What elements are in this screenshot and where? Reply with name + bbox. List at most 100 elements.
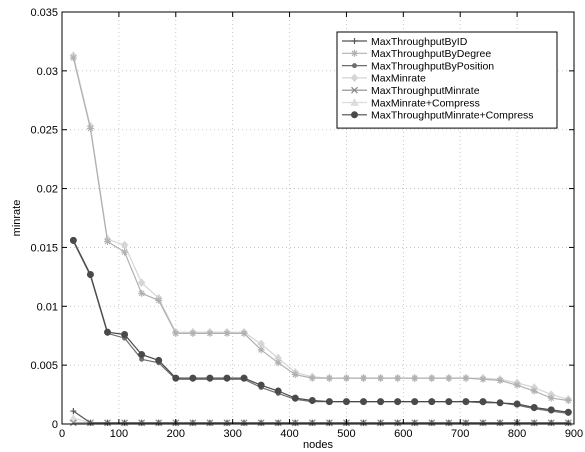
- data-point: [138, 289, 146, 297]
- data-point: [137, 278, 146, 288]
- legend-swatch-marker: [351, 111, 358, 119]
- y-tick-label: 0.01: [37, 301, 58, 313]
- x-tick-label: 900: [565, 428, 583, 440]
- data-point: [428, 374, 436, 382]
- series-1: [70, 408, 572, 426]
- data-point: [223, 329, 231, 337]
- data-point: [155, 296, 163, 304]
- x-tick-label: 800: [508, 428, 526, 440]
- data-point: [155, 356, 163, 364]
- data-point: [428, 398, 436, 406]
- series-line: [73, 410, 569, 424]
- legend-label: MaxMinrate: [371, 73, 426, 85]
- x-tick-label: 0: [59, 428, 65, 440]
- legend-swatch-marker: [351, 49, 358, 57]
- data-point: [462, 398, 470, 406]
- data-point: [479, 375, 487, 383]
- data-point: [86, 271, 94, 279]
- data-point: [531, 419, 538, 426]
- data-point: [496, 376, 504, 384]
- legend-swatch-marker: [352, 63, 357, 69]
- legend-entry: MaxMinrate+Compress: [342, 97, 480, 109]
- data-point: [496, 399, 504, 407]
- data-point: [291, 371, 299, 379]
- y-tick-label: 0.025: [30, 125, 58, 137]
- data-point: [274, 359, 282, 367]
- data-point: [172, 329, 180, 337]
- data-point: [69, 413, 78, 422]
- x-tick-label: 500: [337, 428, 355, 440]
- data-point: [206, 374, 214, 382]
- data-point: [274, 387, 282, 395]
- legend: MaxThroughputByIDMaxThroughputByDegreeMa…: [336, 31, 558, 129]
- data-point: [462, 419, 469, 426]
- data-point: [69, 419, 77, 427]
- data-point: [462, 374, 470, 382]
- data-point: [69, 54, 77, 62]
- legend-entry: MaxThroughputByDegree: [342, 48, 491, 60]
- series-7: [69, 236, 572, 416]
- data-point: [564, 396, 572, 404]
- data-point: [138, 351, 146, 359]
- data-point: [428, 419, 435, 426]
- legend-label: MaxThroughputByPosition: [371, 60, 494, 72]
- axis-ticks: 0 100 200 300 400 500 600 700 800 900 0 0.005 0.01 0.…: [30, 7, 583, 440]
- y-axis-label: minrate: [11, 200, 23, 237]
- legend-swatch-marker: [350, 97, 359, 106]
- data-point: [530, 387, 538, 395]
- data-point: [172, 374, 180, 382]
- y-tick-label: 0.02: [37, 184, 58, 196]
- legend-entry: MaxMinrate: [342, 73, 426, 85]
- plot-frame: [61, 11, 575, 425]
- data-point: [291, 394, 299, 402]
- data-point: [189, 329, 197, 337]
- legend-entry: MaxThroughputByID: [342, 36, 468, 48]
- data-point: [69, 236, 77, 244]
- data-point: [325, 374, 333, 382]
- data-point: [565, 419, 572, 426]
- data-point: [326, 419, 333, 426]
- data-point: [564, 408, 572, 416]
- data-point: [342, 374, 350, 382]
- legend-box: [336, 31, 558, 129]
- data-point: [223, 374, 231, 382]
- data-point: [497, 419, 504, 426]
- data-point: [223, 419, 230, 426]
- legend-label: MaxThroughputByDegree: [371, 48, 491, 60]
- y-tick-label: 0.005: [30, 360, 58, 372]
- data-point: [87, 419, 94, 426]
- data-point: [530, 404, 538, 412]
- data-point: [547, 406, 555, 414]
- data-point: [121, 331, 129, 339]
- data-point: [325, 398, 333, 406]
- data-point: [104, 328, 112, 336]
- x-tick-label: 700: [451, 428, 469, 440]
- x-tick-label: 400: [280, 428, 298, 440]
- data-point: [360, 398, 368, 406]
- data-point: [121, 419, 128, 426]
- series-3: [70, 239, 571, 416]
- series-line: [73, 417, 569, 424]
- series-line: [72, 240, 569, 413]
- legend-label: MaxMinrate+Compress: [371, 97, 480, 109]
- data-point: [377, 419, 384, 426]
- data-point: [360, 419, 367, 426]
- x-tick-label: 600: [394, 428, 412, 440]
- data-point: [70, 408, 77, 415]
- x-axis-label: nodes: [303, 439, 333, 451]
- data-point: [377, 398, 385, 406]
- legend-label: MaxThroughputMinrate: [371, 85, 480, 97]
- data-point: [206, 419, 213, 426]
- y-tick-label: 0.015: [30, 242, 58, 254]
- y-tick-label: 0.035: [30, 7, 58, 19]
- legend-label: MaxThroughputByID: [371, 36, 468, 48]
- data-point: [86, 125, 94, 133]
- data-point: [411, 419, 418, 426]
- data-point: [547, 394, 555, 402]
- x-tick-label: 300: [223, 428, 241, 440]
- data-point: [394, 419, 401, 426]
- data-point: [206, 329, 214, 337]
- x-tick-label: 100: [110, 428, 128, 440]
- data-point: [155, 419, 162, 426]
